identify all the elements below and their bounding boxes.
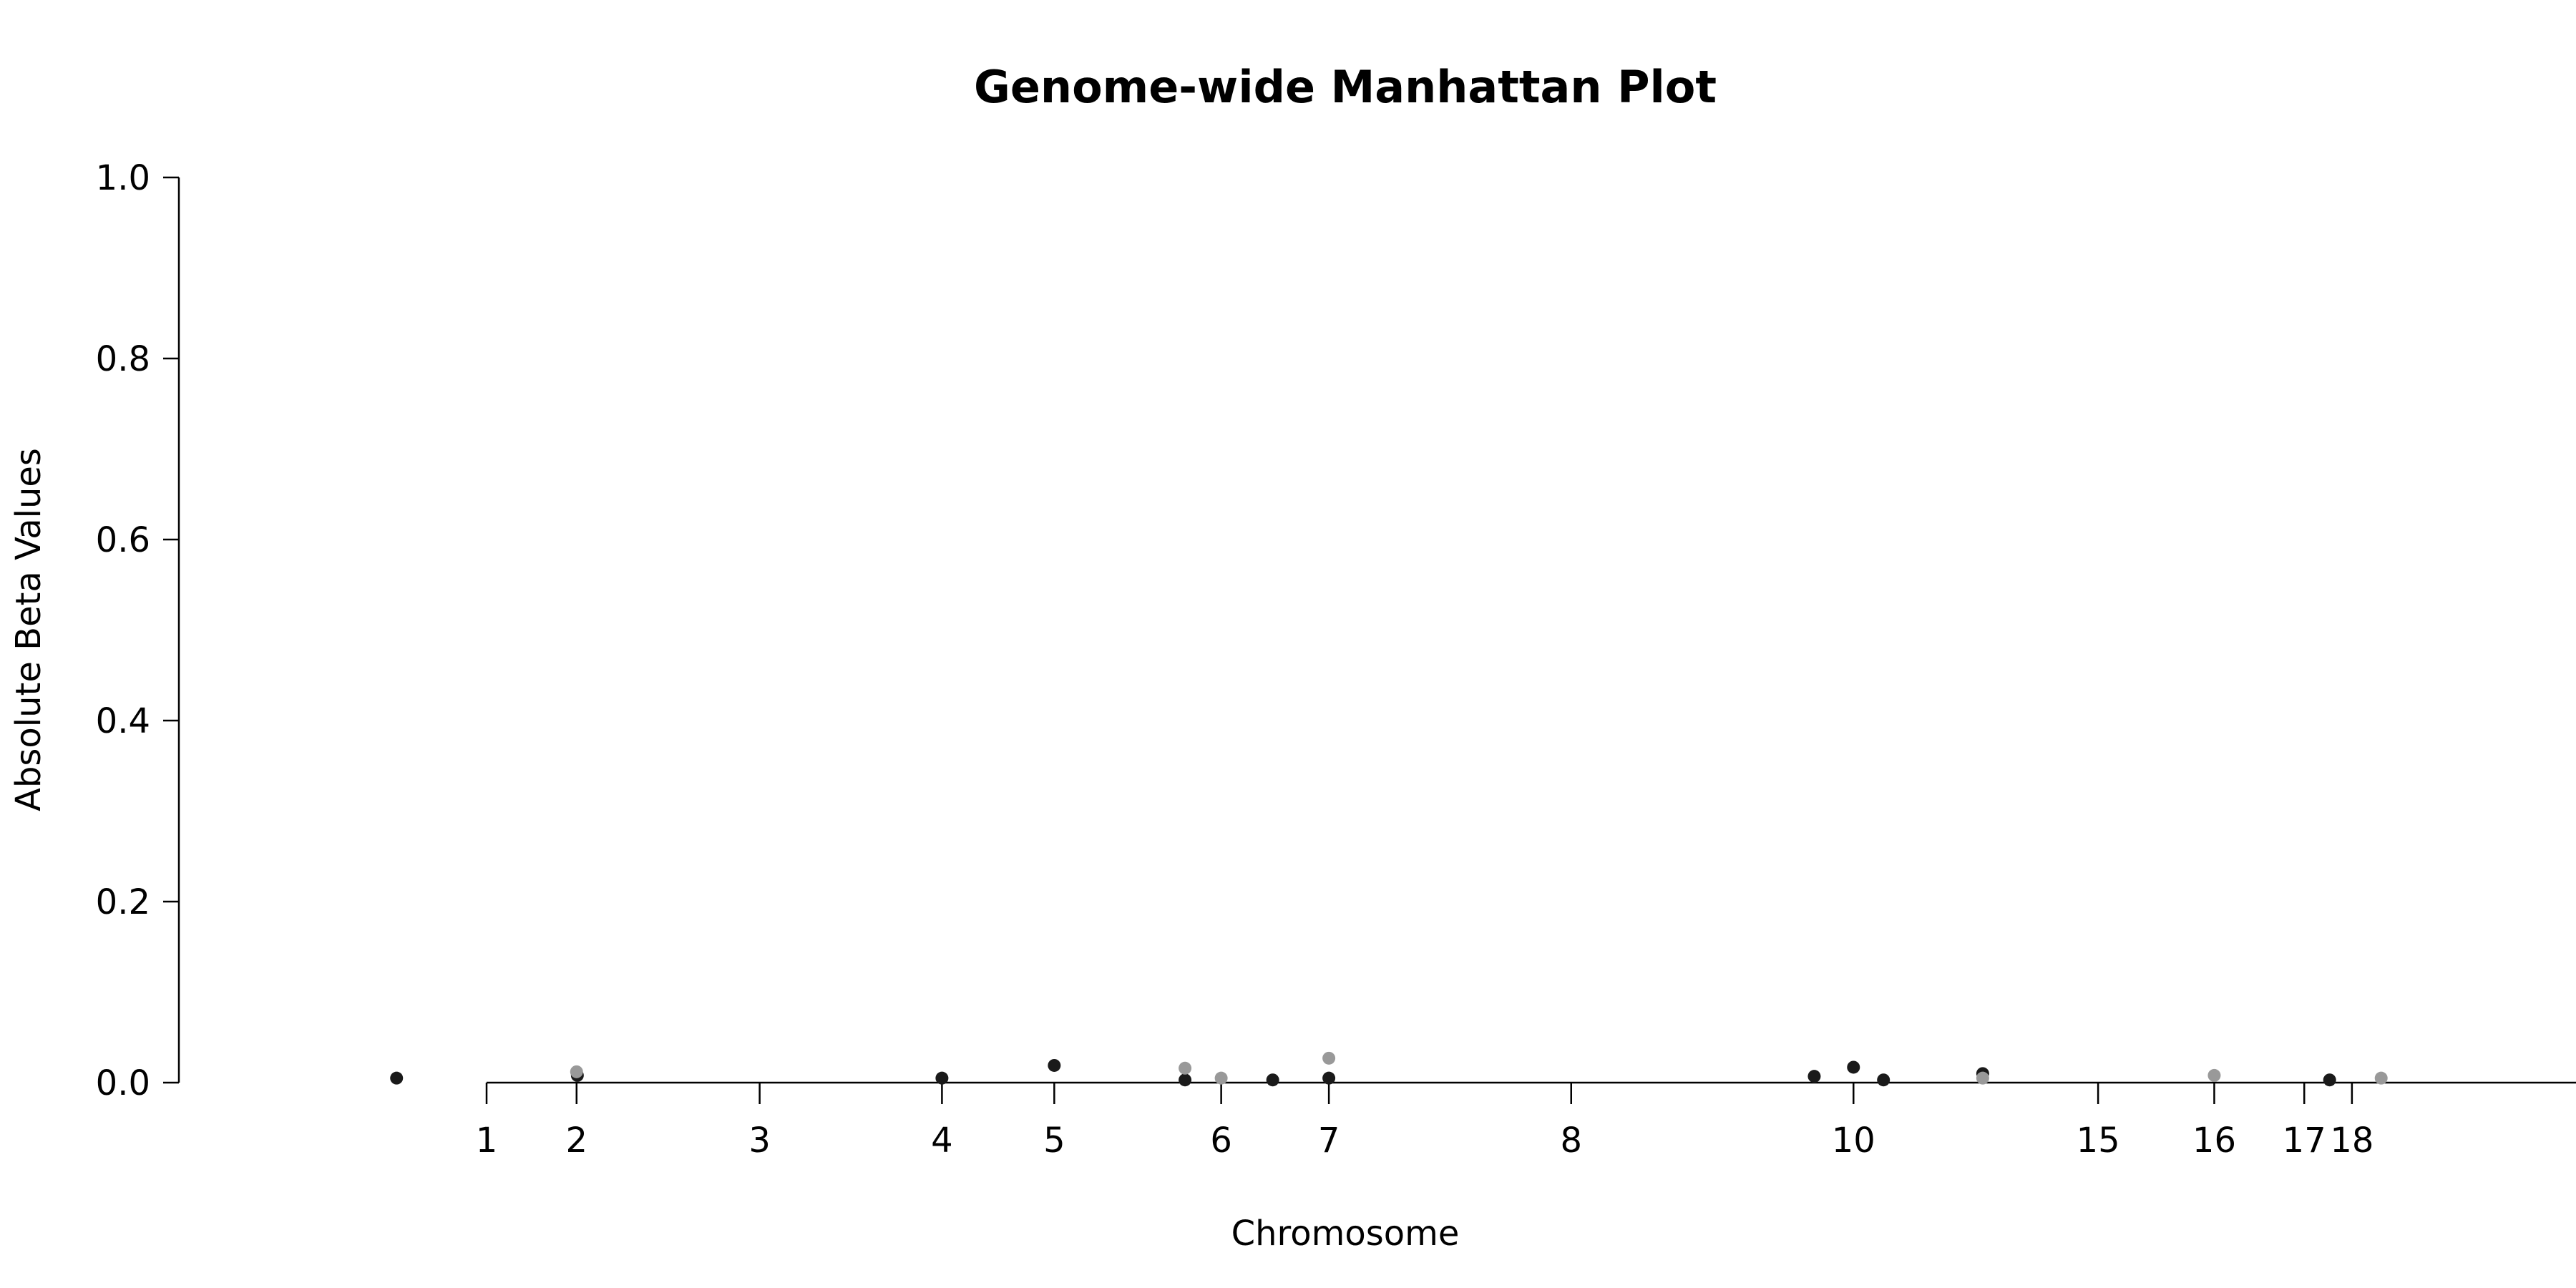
x-tick-label: 6 — [1210, 1121, 1232, 1161]
x-tick-label: 8 — [1560, 1121, 1582, 1161]
x-tick-label: 15 — [2077, 1121, 2120, 1161]
x-tick-label: 18 — [2330, 1121, 2373, 1161]
data-point — [1322, 1071, 1336, 1085]
y-axis: 0.0 0.2 0.4 0.6 0.8 1.0 — [96, 158, 180, 1103]
y-tick-label: 0.2 — [96, 882, 150, 922]
y-tick-label: 0.8 — [96, 339, 150, 379]
x-tick-label: 7 — [1318, 1121, 1340, 1161]
x-tick-label: 3 — [748, 1121, 771, 1161]
data-point — [2207, 1068, 2221, 1082]
x-axis-label: Chromosome — [1231, 1214, 1460, 1254]
data-point — [1322, 1051, 1336, 1065]
x-tick-label: 17 — [2283, 1121, 2326, 1161]
y-tick-label: 1.0 — [96, 158, 150, 198]
data-point — [1048, 1058, 1061, 1072]
x-tick-label: 4 — [931, 1121, 953, 1161]
y-axis-label: Absolute Beta Values — [9, 448, 49, 811]
y-tick-label: 0.6 — [96, 520, 150, 560]
data-point — [1976, 1071, 1989, 1085]
data-point — [935, 1071, 949, 1085]
y-tick-label: 0.0 — [96, 1063, 150, 1103]
data-point — [2323, 1073, 2336, 1087]
x-tick-label: 10 — [1832, 1121, 1875, 1161]
x-tick-label: 2 — [566, 1121, 588, 1161]
data-point — [390, 1071, 404, 1085]
data-point — [570, 1065, 583, 1078]
data-point — [1877, 1073, 1890, 1087]
x-axis: 12345678101516171819 — [476, 1081, 2576, 1161]
y-tick-label: 0.4 — [96, 701, 150, 741]
data-points — [390, 1051, 2388, 1087]
chart-title: Genome-wide Manhattan Plot — [974, 61, 1717, 113]
data-point — [1807, 1070, 1821, 1083]
data-point — [2374, 1071, 2388, 1085]
x-tick-label: 16 — [2192, 1121, 2236, 1161]
x-tick-label: 5 — [1043, 1121, 1065, 1161]
data-point — [1179, 1073, 1192, 1087]
data-point — [1266, 1073, 1279, 1087]
data-point — [1214, 1071, 1228, 1085]
x-tick-label: 1 — [476, 1121, 498, 1161]
data-point — [1847, 1060, 1860, 1074]
data-point — [1179, 1061, 1192, 1075]
